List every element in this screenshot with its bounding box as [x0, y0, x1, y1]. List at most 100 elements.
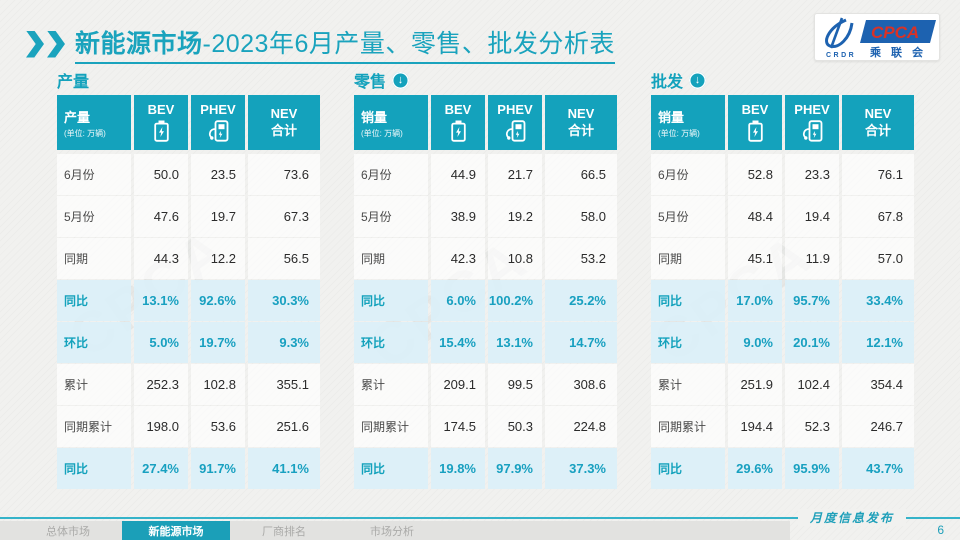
battery-icon — [153, 120, 169, 142]
row-label: 同比 — [354, 448, 428, 489]
footer-tab-厂商排名[interactable]: 厂商排名 — [262, 525, 306, 538]
row-label: 同比 — [57, 448, 131, 489]
nev-total-value: 30.3% — [248, 280, 320, 321]
table-body: 6月份 50.0 23.5 73.6 5月份 47.6 19.7 67.3 同期 44.3 12.2… — [57, 154, 320, 489]
bev-column-label: BEV — [741, 102, 769, 118]
page-title-highlight: 新能源市场 — [75, 30, 203, 58]
nev-total-value: 67.8 — [842, 196, 914, 237]
table-row: 同比 19.8% 97.9% 37.3% — [354, 448, 617, 489]
logo-icon-text: CRDR — [826, 52, 856, 59]
row-label: 环比 — [354, 322, 428, 363]
bev-value: 13.1% — [134, 280, 188, 321]
bev-value: 174.5 — [431, 406, 485, 447]
table-row: 6月份 52.8 23.3 76.1 — [651, 154, 914, 195]
footer-divider-line — [0, 517, 960, 519]
header-unit-label: (单位: 万辆) — [361, 128, 403, 138]
phev-value: 13.1% — [488, 322, 542, 363]
header-metric-cell: 销量 (单位: 万辆) — [354, 95, 428, 150]
row-label: 同期累计 — [354, 406, 428, 447]
row-label: 5月份 — [354, 196, 428, 237]
table-header-row: 销量 (单位: 万辆) BEV PHEV — [354, 95, 617, 150]
header-unit-label: (单位: 万辆) — [64, 128, 106, 138]
phev-value: 19.7% — [191, 322, 245, 363]
nev-total-value: 14.7% — [545, 322, 617, 363]
row-label: 6月份 — [354, 154, 428, 195]
table-row: 5月份 48.4 19.4 67.8 — [651, 196, 914, 237]
data-table: 零售 ↓ 销量 (单位: 万辆) BEV PHEV — [354, 70, 617, 490]
nev-total-value: 37.3% — [545, 448, 617, 489]
bev-column-label: BEV — [147, 102, 175, 118]
phev-value: 19.2 — [488, 196, 542, 237]
bev-value: 198.0 — [134, 406, 188, 447]
row-label: 同期累计 — [57, 406, 131, 447]
table-row: 同期累计 198.0 53.6 251.6 — [57, 406, 320, 447]
row-label: 同期 — [651, 238, 725, 279]
phev-value: 91.7% — [191, 448, 245, 489]
bev-value: 17.0% — [728, 280, 782, 321]
nev-total-value: 33.4% — [842, 280, 914, 321]
row-label: 环比 — [651, 322, 725, 363]
bev-value: 47.6 — [134, 196, 188, 237]
header-bev-cell: BEV — [728, 95, 782, 150]
battery-icon — [450, 120, 466, 142]
double-chevron-icon — [26, 30, 65, 58]
row-label: 累计 — [651, 364, 725, 405]
row-label: 累计 — [354, 364, 428, 405]
footer-tab-新能源市场[interactable]: 新能源市场 — [122, 521, 230, 540]
nev-total-value: 57.0 — [842, 238, 914, 279]
table-row: 累计 209.1 99.5 308.6 — [354, 364, 617, 405]
section-label: 批发 — [651, 74, 684, 91]
logo-brand-text: CPCA — [871, 23, 919, 42]
phev-value: 102.8 — [191, 364, 245, 405]
bev-value: 194.4 — [728, 406, 782, 447]
footer-note: 月度信息发布 — [797, 509, 906, 526]
table-row: 同期 45.1 11.9 57.0 — [651, 238, 914, 279]
nev-column-label-line1: NEV — [864, 105, 892, 121]
nev-total-value: 25.2% — [545, 280, 617, 321]
bev-value: 5.0% — [134, 322, 188, 363]
bev-value: 252.3 — [134, 364, 188, 405]
phev-value: 19.4 — [785, 196, 839, 237]
header-metric-cell: 销量 (单位: 万辆) — [651, 95, 725, 150]
tables-area: 产量 ↓ 产量 (单位: 万辆) BEV PHEV — [57, 70, 914, 490]
nev-column-label-line2: 合计 — [864, 122, 891, 138]
nev-total-value: 43.7% — [842, 448, 914, 489]
header-phev-cell: PHEV — [488, 95, 542, 150]
circle-down-arrow-icon: ↓ — [392, 71, 410, 89]
chevron-right-icon — [26, 30, 44, 58]
data-table: 批发 ↓ 销量 (单位: 万辆) BEV PHEV — [651, 70, 914, 490]
table-section-header: 批发 ↓ — [651, 70, 914, 91]
nev-total-value: 41.1% — [248, 448, 320, 489]
row-label: 同比 — [651, 280, 725, 321]
phev-column-label: PHEV — [497, 102, 533, 118]
row-label: 环比 — [57, 322, 131, 363]
bev-value: 27.4% — [134, 448, 188, 489]
nev-total-value: 251.6 — [248, 406, 320, 447]
footer-tab-总体市场[interactable]: 总体市场 — [46, 525, 90, 538]
circle-down-arrow-icon: ↓ — [689, 71, 707, 89]
table-row: 同期 44.3 12.2 56.5 — [57, 238, 320, 279]
bev-value: 209.1 — [431, 364, 485, 405]
table-header-row: 产量 (单位: 万辆) BEV PHEV — [57, 95, 320, 150]
bev-value: 44.9 — [431, 154, 485, 195]
nev-column-label-line1: NEV — [567, 105, 595, 121]
title-bar: 新能源市场-2023年6月产量、零售、批发分析表 — [26, 24, 615, 64]
phev-value: 12.2 — [191, 238, 245, 279]
nev-total-value: 246.7 — [842, 406, 914, 447]
nev-total-value: 9.3% — [248, 322, 320, 363]
row-label: 同比 — [354, 280, 428, 321]
row-label: 5月份 — [57, 196, 131, 237]
header-bev-cell: BEV — [431, 95, 485, 150]
row-label: 同比 — [651, 448, 725, 489]
bev-value: 6.0% — [431, 280, 485, 321]
nev-total-value: 67.3 — [248, 196, 320, 237]
phev-column-label: PHEV — [200, 102, 236, 118]
table-row: 5月份 38.9 19.2 58.0 — [354, 196, 617, 237]
header-nev-cell: NEV 合计 — [545, 95, 617, 150]
phev-value: 99.5 — [488, 364, 542, 405]
row-label: 6月份 — [651, 154, 725, 195]
page-title-rest: -2023年6月产量、零售、批发分析表 — [202, 30, 615, 58]
footer-tab-市场分析[interactable]: 市场分析 — [370, 525, 414, 538]
table-row: 同比 17.0% 95.7% 33.4% — [651, 280, 914, 321]
phev-value: 52.3 — [785, 406, 839, 447]
